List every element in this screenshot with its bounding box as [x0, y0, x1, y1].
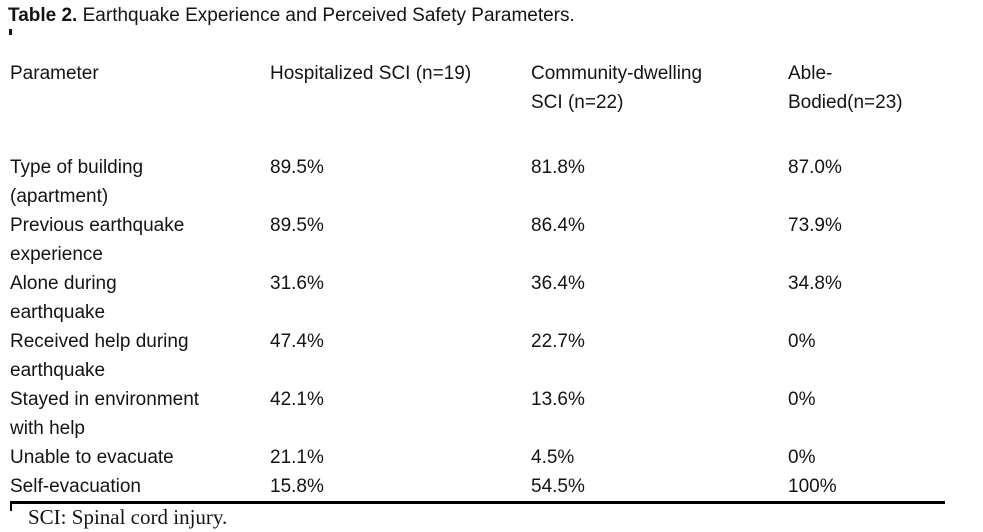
table-row: Previous earthquake experience 89.5% 86.… — [10, 211, 945, 269]
table-row: Received help during earthquake 47.4% 22… — [10, 327, 945, 385]
rule-end-tick — [10, 504, 12, 511]
row-value-hospitalized-sci: 42.1% — [270, 389, 324, 410]
row-value-community-dwelling-sci: 22.7% — [531, 331, 585, 352]
row-value-hospitalized-sci: 21.1% — [270, 447, 324, 468]
row-parameter-label: Unable to evacuate — [10, 447, 174, 468]
table-footnote: SCI: Spinal cord injury. — [28, 505, 228, 529]
column-header-community-dwelling-sci: Community-dwelling SCI (n=22) — [531, 63, 703, 113]
row-value-hospitalized-sci: 89.5% — [270, 215, 324, 236]
row-value-hospitalized-sci: 89.5% — [270, 157, 324, 178]
row-value-hospitalized-sci: 47.4% — [270, 331, 324, 352]
row-value-able-bodied: 87.0% — [788, 157, 842, 178]
table-caption-text: Earthquake Experience and Perceived Safe… — [82, 5, 575, 26]
table-row: Type of building (apartment) 89.5% 81.8%… — [10, 153, 945, 211]
column-header-able-bodied: Able-Bodied(n=23) — [788, 63, 903, 113]
row-value-able-bodied: 0% — [788, 447, 816, 468]
table-row: Stayed in environment with help 42.1% 13… — [10, 385, 945, 443]
row-value-able-bodied: 100% — [788, 476, 837, 497]
table-caption: Table 2. Earthquake Experience and Perce… — [8, 5, 983, 27]
row-value-hospitalized-sci: 15.8% — [270, 476, 324, 497]
table-caption-number: Table 2. — [8, 5, 78, 26]
row-value-hospitalized-sci: 31.6% — [270, 273, 324, 294]
row-value-community-dwelling-sci: 4.5% — [531, 447, 575, 468]
row-value-able-bodied: 0% — [788, 331, 816, 352]
row-value-community-dwelling-sci: 54.5% — [531, 476, 585, 497]
row-value-able-bodied: 73.9% — [788, 215, 842, 236]
table-row: Alone during earthquake 31.6% 36.4% 34.8… — [10, 269, 945, 327]
row-parameter-label: Stayed in environment with help — [10, 389, 200, 439]
table-header-row: Parameter Hospitalized SCI (n=19) Commun… — [10, 59, 945, 153]
table-row: Unable to evacuate 21.1% 4.5% 0% — [10, 443, 945, 472]
row-value-community-dwelling-sci: 36.4% — [531, 273, 585, 294]
earthquake-experience-table: Parameter Hospitalized SCI (n=19) Commun… — [10, 59, 945, 504]
table-row: Self-evacuation 15.8% 54.5% 100% — [10, 472, 945, 503]
column-header-parameter: Parameter — [10, 63, 99, 84]
row-parameter-label: Type of building (apartment) — [10, 157, 144, 207]
footnote-row: SCI: Spinal cord injury. — [10, 504, 983, 531]
row-parameter-label: Self-evacuation — [10, 476, 141, 497]
table-body: Type of building (apartment) 89.5% 81.8%… — [10, 153, 945, 503]
row-value-community-dwelling-sci: 81.8% — [531, 157, 585, 178]
row-parameter-label: Alone during earthquake — [10, 273, 117, 323]
row-value-able-bodied: 34.8% — [788, 273, 842, 294]
row-parameter-label: Received help during earthquake — [10, 331, 189, 381]
row-value-able-bodied: 0% — [788, 389, 816, 410]
stray-tick-mark — [9, 29, 12, 35]
row-value-community-dwelling-sci: 86.4% — [531, 215, 585, 236]
row-value-community-dwelling-sci: 13.6% — [531, 389, 585, 410]
row-parameter-label: Previous earthquake experience — [10, 215, 185, 265]
column-header-hospitalized-sci: Hospitalized SCI (n=19) — [270, 63, 472, 84]
